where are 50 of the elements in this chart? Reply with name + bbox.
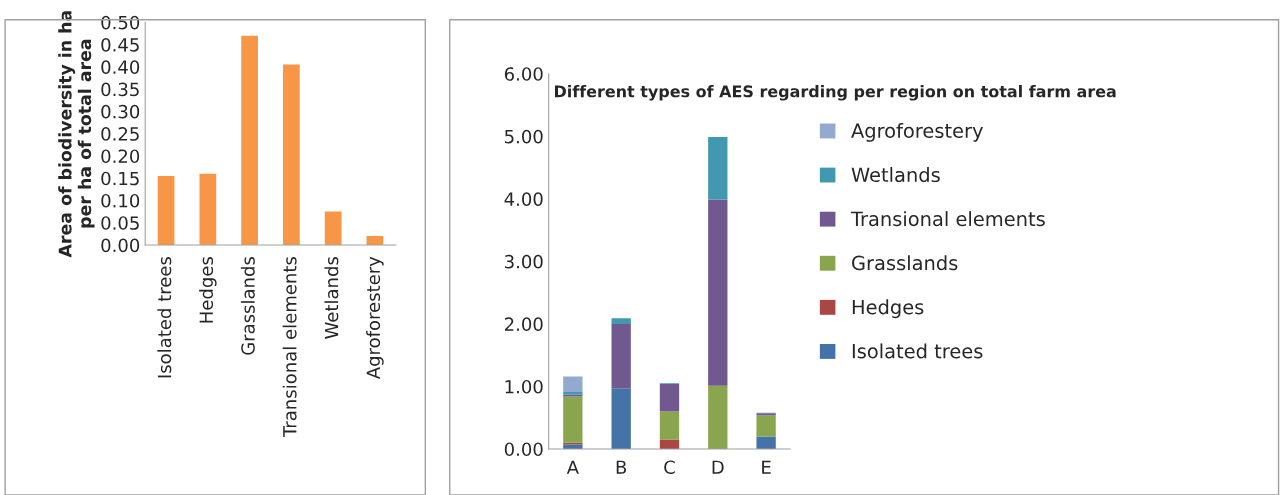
- x-tick-label: Hedges: [199, 257, 217, 323]
- x-tick-label: Transional elements: [282, 257, 297, 438]
- bar: [611, 323, 631, 389]
- legend-label: Transional elements: [850, 211, 1045, 227]
- legend-label: Agroforestery: [851, 122, 983, 142]
- bar: [157, 175, 175, 246]
- y-tick-label: 0.10: [101, 193, 140, 208]
- bar: [708, 385, 728, 449]
- x-tick-label: Isolated trees: [157, 257, 172, 378]
- x-tick-label: D: [712, 460, 724, 474]
- bar: [563, 376, 583, 393]
- bar: [283, 64, 300, 246]
- y-tick-label: 0.40: [101, 60, 140, 74]
- y-tick-label: 2.00: [504, 317, 543, 332]
- y-axis-title: Area of biodiversity in ha per ha of total area: [58, 11, 95, 258]
- bar: [611, 388, 631, 449]
- y-tick-label: 0.00: [101, 238, 140, 253]
- y-tick-label: 0.45: [101, 38, 139, 52]
- y-tick-label: 0.20: [101, 149, 140, 164]
- bar: [659, 383, 680, 412]
- bar: [199, 173, 217, 246]
- y-tick-label: 0.25: [101, 127, 139, 141]
- x-tick-label: Wetlands: [324, 257, 339, 339]
- y-tick-label: 6.00: [504, 67, 543, 81]
- bar: [659, 411, 680, 440]
- bar: [611, 318, 631, 324]
- bar: [756, 415, 776, 437]
- x-tick-label: B: [616, 460, 627, 474]
- y-tick-label: 5.00: [505, 129, 543, 144]
- y-tick-label: 0.35: [101, 82, 139, 97]
- y-tick-label: 4.00: [504, 192, 543, 206]
- y-tick-label: 0.00: [504, 442, 543, 457]
- bar: [756, 436, 776, 449]
- y-tick-label: 0.30: [101, 104, 140, 119]
- bar: [241, 35, 258, 246]
- x-tick-label: Agroforestery: [366, 256, 384, 380]
- x-tick-label: C: [664, 460, 675, 475]
- y-tick-label: 3.00: [505, 254, 543, 269]
- bar: [708, 199, 728, 386]
- x-tick-label: Grasslands: [240, 257, 255, 355]
- bar: [708, 136, 728, 200]
- legend-label: Wetlands: [851, 167, 940, 183]
- text: Different types of AES regarding per region on total farm area: [554, 85, 1116, 101]
- x-tick-label: E: [762, 460, 771, 474]
- y-tick-label: 0.15: [101, 171, 139, 186]
- y-tick-label: 1.00: [505, 379, 543, 394]
- bar: [324, 211, 342, 246]
- bar: [563, 396, 583, 443]
- x-tick-label: A: [566, 460, 579, 474]
- y-tick-label: 0.05: [101, 216, 139, 230]
